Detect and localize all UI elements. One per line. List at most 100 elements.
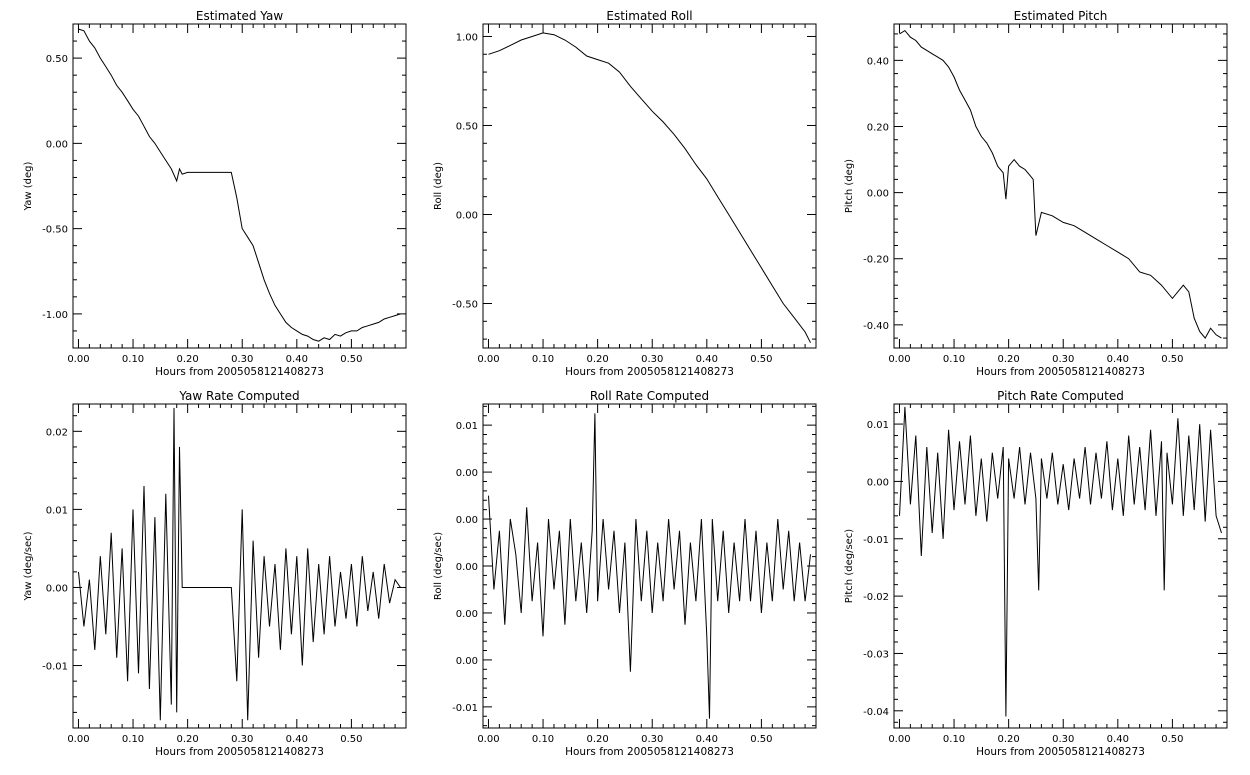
estimated-roll-x-axis-label: Hours from 2005058121408273: [565, 366, 734, 378]
estimated-yaw-x-tick-label: 0.40: [286, 354, 308, 365]
yaw-rate-x-tick-label: 0.40: [286, 734, 308, 745]
pitch-rate-plot-frame: [893, 403, 1228, 729]
yaw-rate-series-line: [78, 407, 401, 721]
roll-rate-y-tick-label: 0.00: [456, 609, 478, 620]
roll-rate-y-tick-label: 0.00: [456, 468, 478, 479]
estimated-roll-y-tick-label: 0.50: [456, 121, 478, 132]
estimated-roll-x-tick-label: 0.00: [477, 354, 499, 365]
yaw-rate-x-tick-label: 0.00: [67, 734, 89, 745]
roll-rate-series-line: [488, 413, 811, 719]
roll-rate-x-tick-label: 0.00: [477, 734, 499, 745]
estimated-pitch-plot-frame: [893, 23, 1228, 349]
pitch-rate-x-tick-label: 0.50: [1161, 734, 1183, 745]
pitch-rate-y-axis-label: Pitch (deg/sec): [844, 529, 855, 604]
estimated-yaw-x-tick-label: 0.30: [231, 354, 253, 365]
estimated-pitch-y-tick-label: -0.20: [863, 255, 889, 266]
roll-rate-x-axis-label: Hours from 2005058121408273: [565, 746, 734, 758]
estimated-pitch-x-tick-label: 0.20: [998, 354, 1020, 365]
estimated-yaw-x-axis-label: Hours from 2005058121408273: [155, 366, 324, 378]
estimated-yaw-y-axis-label: Yaw (deg): [23, 161, 34, 211]
pitch-rate-series-line: [899, 406, 1222, 717]
roll-rate-x-tick-label: 0.10: [532, 734, 554, 745]
estimated-roll-y-axis-label: Roll (deg): [433, 162, 444, 210]
estimated-yaw-x-tick-label: 0.20: [177, 354, 199, 365]
roll-rate-x-tick-label: 0.20: [587, 734, 609, 745]
estimated-pitch-x-tick-label: 0.40: [1107, 354, 1129, 365]
yaw-rate-x-tick-label: 0.50: [340, 734, 362, 745]
roll-rate-chart: 0.00 0.10 0.20 0.30 0.40 0.50 0.01 0.00 0.00 0.00…: [433, 389, 817, 758]
estimated-yaw-plot-frame: [72, 23, 407, 349]
pitch-rate-x-tick-label: 0.20: [998, 734, 1020, 745]
yaw-rate-plot-frame: [72, 403, 407, 729]
yaw-rate-x-tick-label: 0.30: [231, 734, 253, 745]
estimated-pitch-chart: 0.00 0.10 0.20 0.30 0.40 0.50 0.40 0.20 0.00 -0.2…: [844, 9, 1228, 378]
estimated-pitch-y-tick-label: 0.40: [867, 56, 889, 67]
estimated-pitch-x-axis-label: Hours from 2005058121408273: [976, 366, 1145, 378]
yaw-rate-y-tick-label: -0.01: [42, 662, 68, 673]
roll-rate-y-tick-label: 0.01: [456, 421, 478, 432]
estimated-pitch-x-tick-label: 0.50: [1161, 354, 1183, 365]
pitch-rate-chart: 0.00 0.10 0.20 0.30 0.40 0.50 0.01 0.00 -0.01 -0.…: [844, 389, 1228, 758]
roll-rate-x-tick-label: 0.40: [696, 734, 718, 745]
estimated-pitch-x-tick-label: 0.10: [943, 354, 965, 365]
pitch-rate-y-tick-label: -0.01: [863, 535, 889, 546]
estimated-roll-y-tick-label: 0.00: [456, 210, 478, 221]
estimated-yaw-title: Estimated Yaw: [196, 9, 283, 23]
estimated-yaw-y-tick-label: -0.50: [42, 225, 68, 236]
yaw-rate-x-tick-label: 0.20: [177, 734, 199, 745]
estimated-pitch-x-tick-label: 0.00: [888, 354, 910, 365]
roll-rate-y-axis-label: Roll (deg/sec): [433, 532, 444, 600]
estimated-yaw-series-line: [78, 28, 401, 342]
roll-rate-x-tick-label: 0.50: [750, 734, 772, 745]
estimated-roll-plot-frame: [482, 23, 817, 349]
estimated-yaw-y-tick-label: -1.00: [42, 310, 68, 321]
estimated-roll-x-tick-label: 0.20: [587, 354, 609, 365]
pitch-rate-x-tick-label: 0.30: [1052, 734, 1074, 745]
estimated-pitch-x-tick-label: 0.30: [1052, 354, 1074, 365]
roll-rate-y-tick-label: 0.00: [456, 515, 478, 526]
estimated-roll-y-tick-label: 1.00: [456, 32, 478, 43]
estimated-roll-series-line: [488, 32, 811, 343]
estimated-yaw-x-tick-label: 0.10: [122, 354, 144, 365]
yaw-rate-y-tick-label: 0.02: [46, 427, 68, 438]
estimated-pitch-title: Estimated Pitch: [1014, 9, 1108, 23]
estimated-yaw-y-tick-label: 0.50: [46, 54, 68, 65]
estimated-roll-x-tick-label: 0.50: [750, 354, 772, 365]
pitch-rate-y-tick-label: -0.03: [863, 649, 889, 660]
estimated-pitch-y-tick-label: 0.00: [867, 189, 889, 200]
pitch-rate-y-tick-label: 0.01: [867, 420, 889, 431]
estimated-yaw-x-tick-label: 0.00: [67, 354, 89, 365]
yaw-rate-y-tick-label: 0.01: [46, 505, 68, 516]
estimated-yaw-y-tick-label: 0.00: [46, 139, 68, 150]
roll-rate-y-tick-label: 0.00: [456, 562, 478, 573]
pitch-rate-title: Pitch Rate Computed: [997, 389, 1124, 403]
pitch-rate-x-tick-label: 0.00: [888, 734, 910, 745]
pitch-rate-x-axis-label: Hours from 2005058121408273: [976, 746, 1145, 758]
estimated-yaw-chart: 0.00 0.10 0.20 0.30 0.40 0.50 0.50 0.00 -0.50 -1.…: [23, 9, 407, 378]
roll-rate-x-tick-label: 0.30: [641, 734, 663, 745]
estimated-roll-x-tick-label: 0.30: [641, 354, 663, 365]
yaw-rate-y-tick-label: 0.00: [46, 583, 68, 594]
roll-rate-title: Roll Rate Computed: [590, 389, 709, 403]
pitch-rate-x-tick-label: 0.10: [943, 734, 965, 745]
yaw-rate-x-tick-label: 0.10: [122, 734, 144, 745]
estimated-roll-y-tick-label: -0.50: [452, 299, 478, 310]
roll-rate-y-tick-label: 0.00: [456, 656, 478, 667]
yaw-rate-y-axis-label: Yaw (deg/sec): [23, 531, 34, 601]
pitch-rate-x-tick-label: 0.40: [1107, 734, 1129, 745]
estimated-roll-chart: 0.00 0.10 0.20 0.30 0.40 0.50 1.00 0.50 0.00 -0.5…: [433, 9, 817, 378]
pitch-rate-y-tick-label: -0.04: [863, 707, 889, 718]
pitch-rate-y-tick-label: -0.02: [863, 592, 889, 603]
yaw-rate-chart: 0.00 0.10 0.20 0.30 0.40 0.50 0.02 0.01 0.00 -0.0…: [23, 389, 407, 758]
pitch-rate-y-tick-label: 0.00: [867, 477, 889, 488]
estimated-pitch-y-axis-label: Pitch (deg): [844, 159, 855, 213]
yaw-rate-x-axis-label: Hours from 2005058121408273: [155, 746, 324, 758]
yaw-rate-title: Yaw Rate Computed: [178, 389, 299, 403]
roll-rate-y-tick-label: -0.01: [452, 703, 478, 714]
estimated-roll-x-tick-label: 0.10: [532, 354, 554, 365]
estimated-roll-title: Estimated Roll: [606, 9, 692, 23]
estimated-pitch-y-tick-label: -0.40: [863, 321, 889, 332]
estimated-yaw-x-tick-label: 0.50: [340, 354, 362, 365]
estimated-roll-x-tick-label: 0.40: [696, 354, 718, 365]
